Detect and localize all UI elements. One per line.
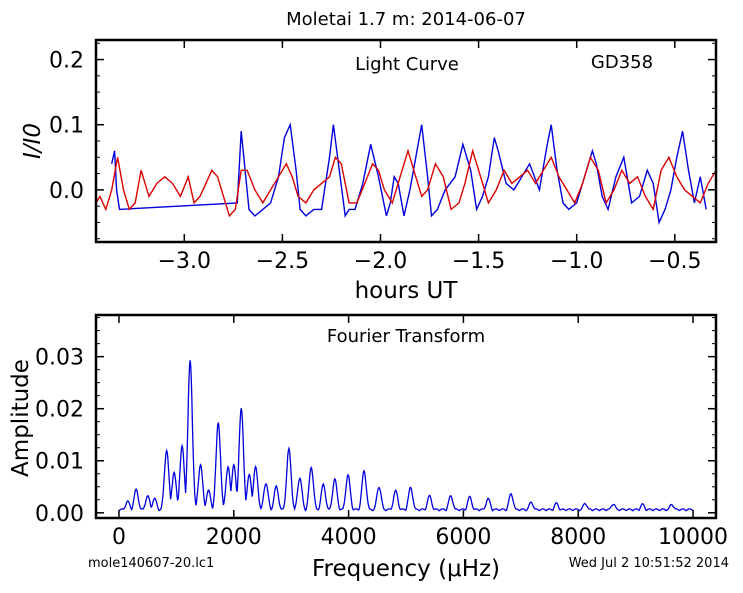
- x-tick-label: 6000: [435, 525, 491, 550]
- fourier-amplitude-line: [118, 360, 694, 512]
- light-curve-series-group: [96, 122, 716, 225]
- y-tick-label: 0.02: [35, 398, 84, 423]
- y-tick-label: 0.00: [35, 502, 84, 527]
- x-tick-label: −2.0: [354, 249, 407, 274]
- x-tick-label: −1.0: [550, 249, 603, 274]
- figure-title: Moletai 1.7 m: 2014-06-07: [286, 9, 526, 30]
- fourier-annotation: Fourier Transform: [327, 326, 485, 347]
- x-tick-label: 2000: [206, 525, 262, 550]
- fourier-series-group: [118, 360, 694, 512]
- x-tick-label: 4000: [321, 525, 377, 550]
- x-tick-label: −2.5: [256, 249, 309, 274]
- footer-timestamp: Wed Jul 2 10:51:52 2014: [569, 556, 729, 571]
- fourier-xlabel: Frequency (μHz): [312, 556, 500, 582]
- light-curve-ticks: −3.0 −2.5 −2.0 −1.5 −1.0 −0.5 0.0 0.1 0.2: [49, 40, 716, 274]
- y-tick-label: 0.03: [35, 346, 84, 371]
- x-tick-label: −1.5: [452, 249, 505, 274]
- light-curve-ylabel: I/I0: [20, 123, 46, 159]
- y-tick-label: 0.01: [35, 450, 84, 475]
- light-curve-xlabel: hours UT: [355, 278, 459, 304]
- fourier-ticks: 0 2000 4000 6000 8000 10000 0.00 0.01 0.02 0.03: [35, 315, 728, 550]
- star-name-annotation: GD358: [591, 52, 653, 73]
- light-curve-data-line: [111, 122, 707, 225]
- x-tick-label: −3.0: [158, 249, 211, 274]
- light-curve-panel: −3.0 −2.5 −2.0 −1.5 −1.0 −0.5 0.0 0.1 0.2 Light …: [20, 38, 718, 304]
- y-tick-label: 0.1: [49, 114, 84, 139]
- fourier-panel: 0 2000 4000 6000 8000 10000 0.00 0.01 0.02 0.03 F…: [8, 313, 728, 582]
- light-curve-model-line: [96, 148, 716, 218]
- footer-filename: mole140607-20.lc1: [88, 556, 214, 571]
- x-tick-label: 8000: [550, 525, 606, 550]
- x-tick-label: −0.5: [648, 249, 701, 274]
- y-tick-label: 0.2: [49, 49, 84, 74]
- fourier-ylabel: Amplitude: [8, 359, 34, 477]
- fourier-axes-frame: [94, 313, 718, 520]
- x-tick-label: 10000: [658, 525, 728, 550]
- y-tick-label: 0.0: [49, 179, 84, 204]
- x-tick-label: 0: [112, 525, 126, 550]
- light-curve-annotation: Light Curve: [355, 54, 459, 75]
